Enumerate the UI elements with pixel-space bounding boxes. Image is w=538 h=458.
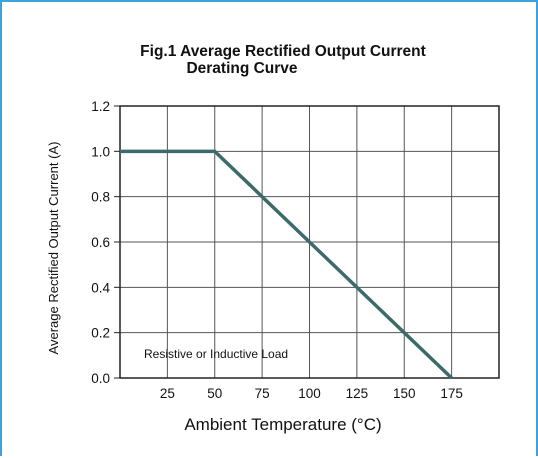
x-tick-label: 75 [255,386,270,401]
x-tick-label: 125 [346,386,369,401]
chart-title-line-1: Fig.1 Average Rectified Output Current [140,43,426,60]
y-axis-label: Average Rectified Output Current (A) [46,142,61,355]
x-axis-label: Ambient Temperature (°C) [184,415,381,434]
x-tick-labels: 25 50 75 100 125 150 175 [160,386,463,401]
y-tick-label: 0.6 [91,235,110,250]
y-tick-label: 0.2 [91,326,110,341]
y-tick-label: 0.8 [91,190,110,205]
x-tick-label: 100 [298,386,321,401]
y-tick-label: 0.0 [91,371,110,386]
x-tick-label: 150 [393,386,416,401]
series-group [120,149,453,380]
chart-title-line-2: Derating Curve [186,60,297,77]
x-tick-label: 175 [440,386,463,401]
y-tick-label: 1.2 [91,99,110,114]
y-tick-label: 1.0 [91,144,110,159]
x-tick-label: 25 [160,386,175,401]
y-tick-label: 0.4 [91,280,110,295]
load-type-annotation: Resistive or Inductive Load [144,347,288,361]
x-tick-label: 50 [207,386,222,401]
derating-curve-line [120,149,453,380]
y-tick-labels: 0.0 0.2 0.4 0.6 0.8 1.0 1.2 [91,99,120,386]
